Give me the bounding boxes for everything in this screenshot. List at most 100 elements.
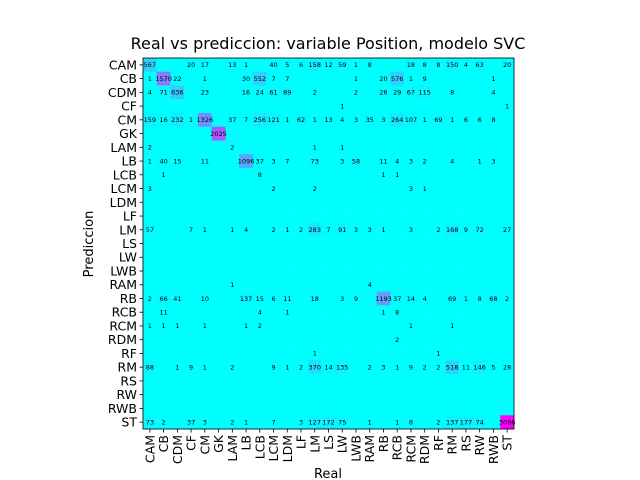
heatmap-cell bbox=[294, 236, 309, 251]
cell-value-label: 1 bbox=[203, 363, 207, 371]
heatmap-cell bbox=[431, 58, 446, 73]
heatmap-cell bbox=[252, 374, 267, 389]
heatmap-cell bbox=[431, 387, 446, 402]
heatmap-cell bbox=[362, 209, 377, 224]
heatmap-cell bbox=[266, 236, 281, 251]
heatmap-cell bbox=[239, 99, 254, 114]
heatmap-cell bbox=[362, 85, 377, 100]
heatmap-cell bbox=[486, 167, 501, 182]
heatmap-cell bbox=[486, 401, 501, 416]
heatmap-cell bbox=[211, 126, 226, 141]
cell-value-label: 24 bbox=[256, 89, 264, 97]
cell-value-label: 1 bbox=[285, 226, 289, 234]
heatmap-cell bbox=[500, 374, 515, 389]
cell-value-label: 636 bbox=[171, 89, 183, 97]
heatmap-cell bbox=[197, 250, 213, 265]
heatmap-cell bbox=[266, 167, 281, 182]
heatmap-cell bbox=[404, 277, 419, 292]
heatmap-cell bbox=[445, 401, 460, 416]
cell-value-label: 4 bbox=[244, 226, 248, 234]
heatmap-cell bbox=[362, 99, 377, 114]
heatmap-cell bbox=[459, 209, 474, 224]
cell-value-label: 40 bbox=[159, 157, 167, 165]
heatmap-cell bbox=[294, 222, 309, 237]
heatmap-cell bbox=[307, 332, 322, 347]
heatmap-cell bbox=[445, 58, 460, 73]
heatmap-cell bbox=[362, 250, 377, 265]
x-tick-label: RAM bbox=[362, 435, 377, 463]
heatmap-cell bbox=[294, 374, 309, 389]
heatmap-cell bbox=[335, 167, 350, 182]
heatmap-cell bbox=[170, 264, 185, 279]
heatmap-cell bbox=[390, 305, 405, 320]
heatmap-cell bbox=[252, 291, 267, 306]
heatmap-cell bbox=[390, 222, 405, 237]
heatmap-cell bbox=[459, 415, 474, 430]
heatmap-cell bbox=[170, 195, 185, 210]
heatmap-cell bbox=[349, 374, 364, 389]
cell-value-label: 75 bbox=[338, 418, 346, 426]
cell-value-label: 6 bbox=[464, 116, 468, 124]
heatmap-cell bbox=[184, 181, 199, 196]
cell-value-label: 1 bbox=[464, 295, 468, 303]
cell-value-label: 8 bbox=[409, 418, 413, 426]
heatmap-cell bbox=[252, 71, 267, 86]
heatmap-cell bbox=[431, 236, 446, 251]
heatmap-cell bbox=[486, 195, 501, 210]
heatmap-cell bbox=[445, 236, 460, 251]
cell-value-label: 8 bbox=[491, 116, 495, 124]
heatmap-cell bbox=[500, 346, 515, 361]
heatmap-cell bbox=[404, 415, 419, 430]
heatmap-cell bbox=[280, 236, 295, 251]
heatmap-cell bbox=[252, 319, 267, 334]
heatmap-cell bbox=[211, 250, 226, 265]
heatmap-cell bbox=[390, 154, 405, 169]
heatmap-cell bbox=[225, 360, 240, 375]
heatmap-cell bbox=[390, 374, 405, 389]
heatmap-cell bbox=[431, 291, 446, 306]
cell-value-label: 1 bbox=[450, 116, 454, 124]
heatmap-cell bbox=[170, 387, 185, 402]
heatmap-cell bbox=[404, 112, 419, 128]
heatmap-cell bbox=[349, 305, 364, 320]
heatmap-cell bbox=[239, 277, 254, 292]
heatmap-cell bbox=[280, 305, 295, 320]
cell-value-label: 71 bbox=[159, 89, 167, 97]
cell-value-label: 6 bbox=[271, 295, 275, 303]
heatmap-cell bbox=[500, 250, 515, 265]
heatmap-cell bbox=[197, 360, 213, 375]
heatmap-cell bbox=[335, 222, 350, 237]
heatmap-cell bbox=[390, 181, 405, 196]
heatmap-cell bbox=[500, 58, 515, 73]
heatmap-cell bbox=[211, 305, 226, 320]
heatmap-cell bbox=[211, 154, 226, 169]
heatmap-cell bbox=[445, 154, 460, 169]
cell-value-label: 37 bbox=[187, 418, 195, 426]
heatmap-cell bbox=[431, 140, 446, 155]
heatmap-cell bbox=[431, 319, 446, 334]
heatmap-cell bbox=[417, 360, 432, 375]
heatmap-cell bbox=[472, 85, 487, 100]
heatmap-cell bbox=[349, 209, 364, 224]
heatmap-cell bbox=[143, 236, 158, 251]
heatmap-cell bbox=[280, 387, 295, 402]
heatmap-cell bbox=[417, 58, 432, 73]
y-tick-label: RM bbox=[118, 360, 137, 375]
cell-value-label: 1 bbox=[409, 322, 413, 330]
heatmap-cell bbox=[335, 401, 350, 416]
heatmap-cell bbox=[321, 305, 336, 320]
cell-value-label: 3 bbox=[340, 295, 344, 303]
heatmap-cell bbox=[431, 112, 446, 128]
heatmap-cell bbox=[376, 236, 391, 251]
cell-value-label: 13 bbox=[324, 116, 332, 124]
heatmap-cell bbox=[376, 209, 391, 224]
cell-value-label: 3 bbox=[409, 226, 413, 234]
heatmap-cell bbox=[376, 222, 391, 237]
heatmap-cell bbox=[417, 415, 432, 430]
cell-value-label: 59 bbox=[338, 61, 346, 69]
heatmap-cell bbox=[225, 415, 240, 430]
heatmap-cell bbox=[252, 415, 267, 430]
heatmap-cell bbox=[294, 277, 309, 292]
heatmap-cell bbox=[335, 277, 350, 292]
heatmap-cell bbox=[486, 305, 501, 320]
